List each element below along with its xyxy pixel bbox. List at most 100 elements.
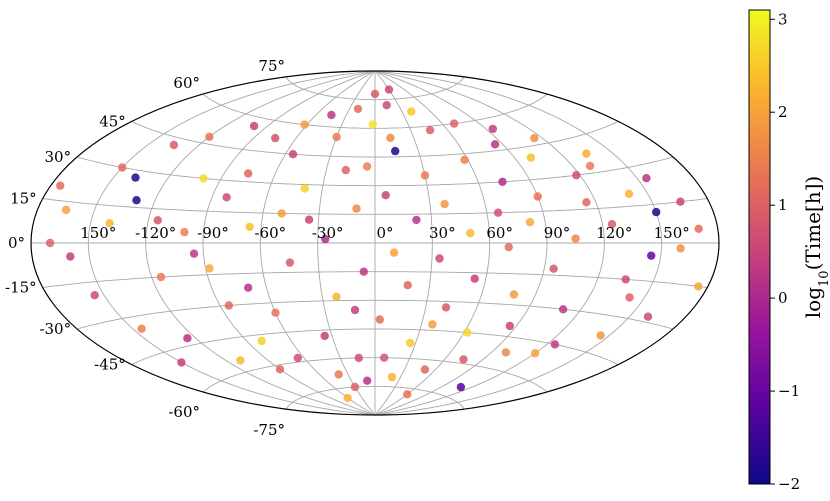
- longitude-tick-label: 90°: [544, 224, 571, 242]
- scatter-point: [352, 204, 361, 213]
- scatter-point: [180, 227, 189, 237]
- scatter-point: [647, 251, 656, 260]
- scatter-point: [582, 149, 591, 158]
- longitude-tick-label: 150°: [80, 224, 116, 242]
- scatter-point: [501, 348, 511, 357]
- colorbar-tick-label: 1: [778, 196, 788, 214]
- longitude-tick-label: -120°: [135, 224, 176, 242]
- longitude-tick-label: 0°: [376, 224, 393, 242]
- colorbar-tick-label: −1: [778, 382, 800, 400]
- scatter-point: [607, 220, 617, 229]
- scatter-point: [300, 184, 309, 193]
- scatter-point: [412, 215, 421, 225]
- colorbar-tick-label: −2: [778, 475, 800, 493]
- scatter-point: [137, 324, 146, 333]
- scatter-point: [153, 216, 162, 225]
- scatter-point: [420, 171, 430, 180]
- scatter-point: [334, 370, 343, 379]
- scatter-point: [370, 89, 380, 99]
- scatter-point: [285, 258, 295, 267]
- scatter-point: [105, 219, 114, 228]
- scatter-point: [363, 376, 372, 385]
- scatter-point: [177, 358, 186, 367]
- scatter-point: [533, 192, 542, 201]
- scatter-point: [368, 120, 377, 129]
- scatter-point: [676, 244, 685, 253]
- scatter-point: [435, 254, 444, 263]
- latitude-tick-label: 0°: [8, 234, 25, 252]
- longitude-tick-label: -60°: [254, 224, 286, 242]
- latitude-tick-label: 30°: [45, 148, 72, 166]
- latitude-tick-label: -30°: [39, 320, 71, 338]
- scatter-point: [56, 181, 65, 190]
- colorbar-tick-label: 0: [778, 289, 788, 307]
- scatter-point: [572, 171, 581, 180]
- scatter-point: [463, 328, 472, 337]
- latitude-tick-label: 60°: [173, 74, 200, 92]
- scatter-point: [132, 196, 141, 205]
- scatter-point: [362, 162, 372, 171]
- scatter-point: [359, 267, 368, 276]
- scatter-point: [205, 264, 214, 273]
- meridian-line: [317, 70, 376, 416]
- scatter-point: [245, 222, 254, 231]
- latitude-tick-label: -75°: [253, 421, 285, 439]
- scatter-point: [66, 252, 75, 261]
- scatter-point: [386, 133, 395, 142]
- scatter-point: [466, 228, 475, 238]
- scatter-point: [169, 140, 179, 150]
- meridian-line: [202, 70, 376, 416]
- scatter-point: [277, 209, 286, 218]
- scatter-point: [625, 293, 634, 302]
- scatter-point: [131, 173, 140, 182]
- scatter-point: [456, 382, 466, 392]
- scatter-point: [271, 133, 280, 143]
- scatter-point: [304, 215, 314, 224]
- scatter-point: [350, 382, 360, 392]
- colorbar-tick-label: 3: [778, 10, 788, 28]
- longitude-tick-label: 150°: [654, 224, 690, 242]
- graticule-grid: [31, 70, 719, 416]
- scatter-point: [244, 283, 253, 292]
- latitude-tick-labels: -75° -60° -45° -30° -15° 0° 15° 30° 45° 60° 75°: [5, 57, 285, 439]
- latitude-tick-label: 45°: [99, 112, 126, 130]
- scatter-point: [642, 174, 651, 183]
- scatter-point: [353, 104, 363, 114]
- scatter-point: [244, 169, 253, 178]
- latitude-tick-label: 15°: [10, 190, 37, 208]
- scatter-point: [624, 189, 634, 198]
- scatter-point: [459, 355, 468, 364]
- scatter-point: [505, 321, 514, 331]
- scatter-point: [271, 308, 280, 317]
- scatter-point: [509, 290, 519, 299]
- meridian-line: [374, 70, 491, 416]
- scatter-point: [384, 85, 394, 94]
- scatter-point: [375, 315, 384, 324]
- scatter-point: [391, 146, 400, 156]
- scatter-point: [449, 119, 459, 128]
- meridian-line: [374, 70, 433, 416]
- colorbar: −2 −1 0 1 2 3 log10(Time[h]): [748, 9, 830, 493]
- scatter-point: [585, 161, 595, 171]
- scatter-point: [550, 340, 560, 349]
- scatter-point: [199, 174, 208, 183]
- scatter-point: [403, 390, 412, 399]
- scatter-point: [549, 264, 558, 273]
- scatter-point: [498, 177, 507, 186]
- scatter-point: [420, 365, 430, 374]
- longitude-tick-label: -30°: [312, 224, 344, 242]
- meridian-line: [374, 70, 605, 416]
- scatter-point: [61, 205, 71, 215]
- scatter-point: [676, 197, 685, 206]
- plot-frame: [30, 70, 720, 416]
- scatter-point: [350, 305, 360, 315]
- scatter-point: [440, 199, 449, 209]
- colorbar-ticks: −2 −1 0 1 2 3: [770, 10, 800, 493]
- scatter-point: [189, 249, 199, 258]
- scatter-point: [582, 198, 591, 207]
- scatter-point: [205, 132, 214, 141]
- scatter-point: [530, 349, 540, 358]
- longitude-tick-label: 30°: [429, 224, 456, 242]
- scatter-point: [222, 193, 231, 202]
